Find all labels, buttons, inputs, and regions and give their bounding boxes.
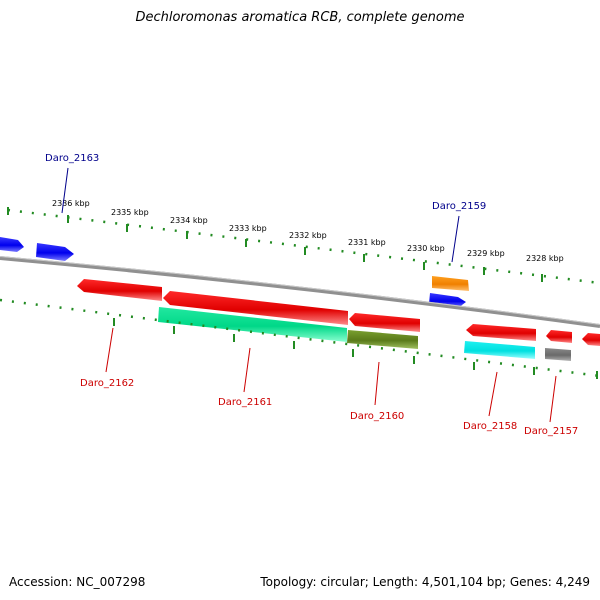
gene-feature-daro-2158-cyan [464, 341, 535, 359]
ruler-label-2336: 2336 kbp [52, 199, 90, 208]
gene-labels: Daro_2163 Daro_2159 Daro_2162 Daro_2161 … [45, 153, 578, 437]
topology-text: Topology: circular; Length: 4,501,104 bp… [260, 575, 590, 589]
ruler-label-2330: 2330 kbp [407, 244, 445, 253]
ruler-labels: 2336 kbp 2335 kbp 2334 kbp 2333 kbp 2332… [52, 199, 564, 263]
gene-feature-daro-2158-red [466, 324, 536, 341]
leader-daro-2163 [61, 167, 69, 214]
gene-feature-daro-2160-olive [347, 330, 418, 349]
leader-daro-2160 [374, 361, 380, 406]
gene-feature-daro-2157-gray [545, 348, 571, 361]
gene-label-daro-2158: Daro_2158 [463, 421, 517, 432]
leader-daro-2162 [105, 327, 114, 373]
gene-feature-daro-2161-red [163, 291, 348, 325]
gene-feature-daro-2163 [36, 243, 74, 261]
ruler-label-2335: 2335 kbp [111, 208, 149, 217]
gene-label-daro-2161: Daro_2161 [218, 397, 272, 408]
leader-daro-2159 [451, 215, 460, 263]
gene-label-daro-2160: Daro_2160 [350, 411, 404, 422]
accession-text: Accession: NC_007298 [9, 575, 146, 589]
leader-daro-2158 [488, 371, 498, 417]
lower-ruler [0, 298, 600, 379]
upper-ruler [7, 207, 600, 285]
map-title: Dechloromonas aromatica RCB, complete ge… [135, 10, 465, 25]
gene-label-daro-2157: Daro_2157 [524, 426, 578, 437]
gene-feature-daro-2161-rna [158, 307, 347, 342]
leader-lines [61, 167, 557, 423]
leader-daro-2157 [549, 375, 557, 423]
gene-feature-daro-2159-orange [432, 276, 469, 291]
gene-feature-daro-2157-red [546, 330, 572, 343]
reverse-strand-features [77, 279, 600, 361]
ruler-label-2332: 2332 kbp [289, 231, 327, 240]
genome-backbone-highlight [0, 256, 600, 325]
ruler-label-2329: 2329 kbp [467, 249, 505, 258]
genome-backbone [0, 256, 600, 328]
ruler-label-2328: 2328 kbp [526, 254, 564, 263]
gene-label-daro-2163: Daro_2163 [45, 153, 99, 164]
leader-daro-2161 [243, 347, 251, 393]
gene-feature-left-edge [0, 237, 24, 252]
gene-feature-daro-2162 [77, 279, 162, 301]
ruler-label-2331: 2331 kbp [348, 238, 386, 247]
ruler-label-2333: 2333 kbp [229, 224, 267, 233]
ruler-label-2334: 2334 kbp [170, 216, 208, 225]
gene-label-daro-2159: Daro_2159 [432, 201, 486, 212]
forward-strand-features [0, 237, 469, 308]
gene-label-daro-2162: Daro_2162 [80, 378, 134, 389]
upper-ruler-dots [7, 208, 600, 285]
gene-feature-right-edge [582, 333, 600, 346]
gene-feature-daro-2160-red [349, 313, 420, 332]
